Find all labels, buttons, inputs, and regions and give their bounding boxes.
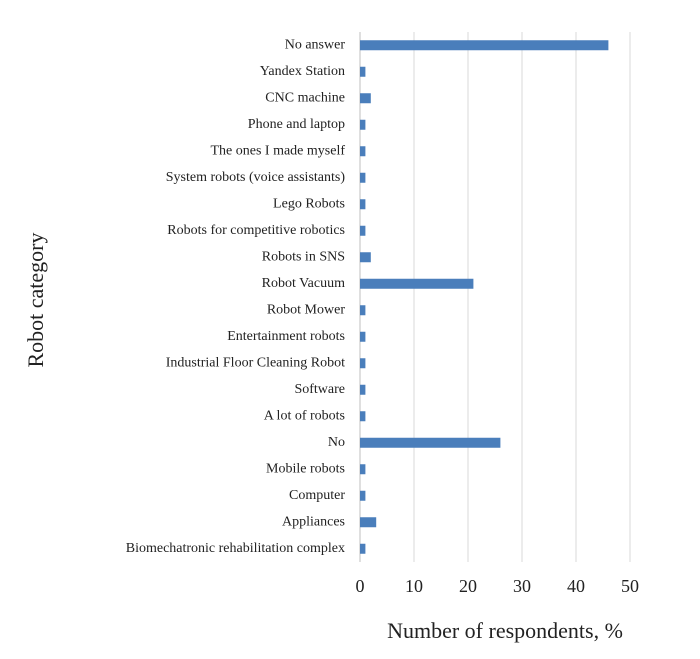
y-tick-label: Robot Mower	[267, 302, 346, 317]
x-tick-label: 30	[513, 576, 531, 596]
bar	[360, 411, 366, 422]
x-tick-label: 20	[459, 576, 477, 596]
bar	[360, 305, 366, 316]
bar	[360, 331, 366, 342]
y-tick-label: Mobile robots	[266, 461, 345, 476]
x-tick-label: 50	[621, 576, 639, 596]
y-tick-label: Lego Robots	[273, 196, 345, 211]
y-tick-label: Robots for competitive robotics	[167, 223, 345, 238]
y-tick-label: Robots in SNS	[262, 249, 345, 264]
bar	[360, 40, 609, 51]
bar	[360, 172, 366, 183]
y-axis-title: Robot category	[23, 232, 48, 367]
bar	[360, 278, 474, 289]
y-tick-label: Phone and laptop	[248, 117, 345, 132]
bar	[360, 464, 366, 475]
y-tick-label: CNC machine	[265, 90, 345, 105]
bar	[360, 66, 366, 77]
x-tick-label: 10	[405, 576, 423, 596]
y-tick-label: Appliances	[282, 514, 345, 529]
bar	[360, 93, 371, 104]
y-tick-label: Robot Vacuum	[262, 276, 345, 291]
bar	[360, 252, 371, 263]
y-tick-label: No	[328, 435, 345, 450]
y-tick-label: Yandex Station	[260, 64, 345, 79]
bar	[360, 543, 366, 554]
y-tick-label: A lot of robots	[264, 408, 345, 423]
bar	[360, 517, 377, 528]
bar	[360, 358, 366, 369]
bar	[360, 384, 366, 395]
y-tick-label: No answer	[285, 37, 346, 52]
bar	[360, 146, 366, 157]
bar	[360, 225, 366, 236]
y-tick-label: System robots (voice assistants)	[166, 170, 346, 185]
y-tick-label: Computer	[289, 488, 345, 503]
x-tick-label: 0	[356, 576, 365, 596]
y-tick-label: Software	[294, 382, 345, 397]
y-tick-label: Biomechatronic rehabilitation complex	[126, 541, 345, 556]
x-tick-label: 40	[567, 576, 585, 596]
y-tick-label: Entertainment robots	[227, 329, 345, 344]
x-axis-title: Number of respondents, %	[387, 618, 623, 643]
bar	[360, 437, 501, 448]
bar	[360, 199, 366, 210]
bar	[360, 490, 366, 501]
bar	[360, 119, 366, 130]
y-tick-label: Industrial Floor Cleaning Robot	[166, 355, 345, 370]
y-tick-label: The ones I made myself	[210, 143, 345, 158]
